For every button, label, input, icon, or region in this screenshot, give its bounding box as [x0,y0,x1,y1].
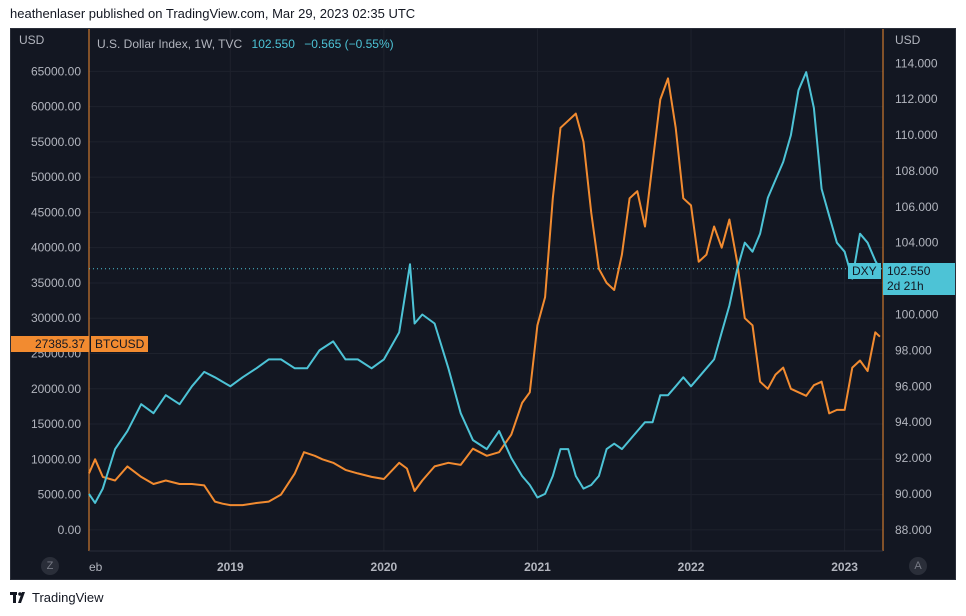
right-tick-label: 94.000 [895,415,932,429]
footer: TradingView [10,590,104,605]
chart-svg[interactable]: 0.005000.0010000.0015000.0020000.0025000… [11,29,955,579]
series-line-dxy [88,71,881,504]
left-tick-label: 40000.00 [31,241,81,255]
x-tick-label: 2021 [524,560,551,574]
x-tick-label: 2023 [831,560,858,574]
footer-brand: TradingView [32,590,104,605]
right-tick-label: 106.000 [895,200,939,214]
left-tick-label: 10000.00 [31,452,81,466]
dxy-series-label[interactable]: DXY [848,263,881,279]
right-tick-label: 100.000 [895,307,939,321]
right-tick-label: 104.000 [895,236,939,250]
left-tick-label: 65000.00 [31,64,81,78]
dxy-last-value: 102.550 [887,264,931,278]
left-tick-label: 55000.00 [31,135,81,149]
left-tick-label: 5000.00 [38,488,82,502]
right-tick-label: 96.000 [895,379,932,393]
left-tick-label: 45000.00 [31,205,81,219]
left-tick-label: 20000.00 [31,382,81,396]
left-tick-label: 0.00 [58,523,82,537]
right-tick-label: 98.000 [895,343,932,357]
chart-legend[interactable]: U.S. Dollar Index, 1W, TVC 102.550 −0.56… [97,37,394,51]
left-tick-label: 15000.00 [31,417,81,431]
series-line-btcusd [88,77,881,507]
dxy-last-price-tag: 102.550 2d 21h [883,263,955,295]
x-tick-label: 2019 [217,560,244,574]
left-tick-label: 50000.00 [31,170,81,184]
left-axis-unit: USD [19,33,45,47]
right-tick-label: 108.000 [895,164,939,178]
right-tick-label: 88.000 [895,523,932,537]
btc-last-price-tag: 27385.37 [11,336,89,352]
left-tick-label: 30000.00 [31,311,81,325]
chart-panel[interactable]: 0.00 5000.00 10000.00 15000.00 20000.00 25000… [10,28,956,580]
right-tick-label: 114.000 [895,56,938,70]
btc-series-label[interactable]: BTCUSD [91,336,149,352]
dxy-countdown: 2d 21h [887,279,924,293]
right-tick-label: 110.000 [895,128,938,142]
tradingview-logo-icon [10,591,25,603]
legend-symbol: U.S. Dollar Index, 1W, TVC [97,37,243,51]
auto-scale-button[interactable]: A [909,557,927,575]
x-tick-label: 2022 [678,560,705,574]
legend-last-value: 102.550 [251,37,295,51]
series-layer [88,71,883,507]
grid-layer [89,29,883,551]
x-tick-label: eb [89,560,103,574]
left-tick-label: 35000.00 [31,276,81,290]
axis-layer: 0.005000.0010000.0015000.0020000.0025000… [31,29,939,574]
publisher-header: heathenlaser published on TradingView.co… [10,6,416,21]
right-tick-label: 112.000 [895,92,938,106]
left-tick-label: 60000.00 [31,100,81,114]
right-tick-label: 90.000 [895,487,932,501]
x-tick-label: 2020 [371,560,398,574]
zoom-reset-button[interactable]: Z [41,557,59,575]
right-tick-label: 92.000 [895,451,932,465]
legend-change: −0.565 (−0.55%) [304,37,394,51]
right-axis-unit: USD [895,33,921,47]
